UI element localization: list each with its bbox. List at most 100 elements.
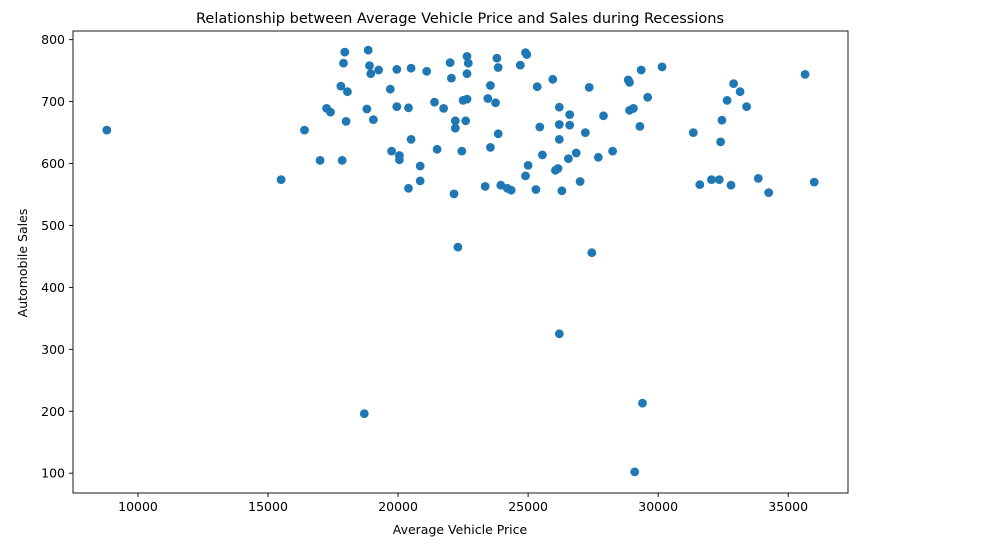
data-point-53 (492, 53, 502, 63)
data-point-74 (554, 120, 564, 129)
plot-area-frame (72, 30, 849, 494)
data-point-81 (580, 128, 590, 138)
data-point-10 (341, 117, 351, 126)
data-point-108 (753, 174, 763, 183)
data-point-27 (406, 135, 416, 144)
y-tick-label: 600 (41, 156, 65, 171)
x-tick-label: 30000 (638, 499, 678, 514)
data-point-54 (493, 63, 503, 72)
data-point-2 (300, 125, 309, 135)
data-point-70 (553, 164, 563, 173)
data-point-78 (565, 120, 575, 130)
data-point-52 (491, 98, 500, 108)
data-point-63 (523, 161, 533, 170)
data-point-76 (564, 154, 573, 164)
data-point-37 (449, 189, 459, 199)
data-point-85 (599, 111, 608, 121)
data-point-58 (506, 185, 516, 195)
data-point-91 (630, 467, 640, 477)
data-point-33 (432, 144, 442, 154)
x-tick-label: 15000 (248, 499, 288, 514)
y-tick-label: 300 (41, 342, 65, 357)
data-point-15 (365, 61, 374, 71)
x-tick-label: 10000 (118, 499, 158, 514)
data-point-79 (571, 148, 581, 158)
data-point-59 (515, 60, 525, 70)
data-point-1 (276, 175, 286, 185)
data-point-55 (493, 129, 503, 139)
data-point-66 (535, 122, 545, 132)
data-point-90 (629, 104, 638, 113)
data-point-7 (337, 156, 347, 165)
data-point-104 (726, 180, 736, 190)
data-point-92 (635, 122, 645, 131)
data-point-16 (366, 69, 376, 79)
y-axis-ticks: 100 200 300 400 500 600 700 800 (41, 32, 73, 481)
data-point-26 (404, 103, 413, 113)
data-point-17 (369, 115, 378, 124)
data-point-49 (483, 94, 493, 103)
data-point-48 (480, 182, 490, 191)
y-tick-label: 400 (41, 280, 65, 295)
data-point-110 (800, 70, 810, 79)
data-point-77 (565, 110, 575, 119)
data-point-101 (716, 137, 725, 147)
x-tick-label: 35000 (768, 499, 808, 514)
data-point-95 (643, 92, 653, 102)
data-point-30 (415, 161, 425, 171)
data-point-11 (343, 87, 352, 97)
data-point-64 (531, 185, 541, 194)
data-point-44 (462, 94, 472, 104)
data-point-67 (538, 150, 547, 160)
data-point-83 (587, 248, 597, 258)
y-tick-label: 500 (41, 218, 65, 233)
y-tick-label: 100 (41, 466, 65, 481)
data-point-43 (461, 116, 471, 126)
data-point-73 (554, 135, 564, 144)
data-point-72 (554, 102, 564, 112)
data-point-62 (522, 50, 532, 59)
data-point-5 (326, 107, 335, 117)
x-axis-label: Average Vehicle Price (393, 522, 528, 537)
data-point-75 (557, 186, 567, 196)
data-point-34 (439, 104, 448, 113)
y-tick-label: 800 (41, 32, 65, 47)
data-point-25 (404, 183, 413, 193)
data-point-40 (453, 242, 463, 252)
data-point-29 (415, 176, 425, 186)
data-point-3 (315, 156, 325, 165)
data-point-6 (336, 81, 346, 91)
data-point-86 (608, 146, 617, 156)
data-point-98 (695, 180, 705, 190)
data-point-14 (363, 45, 373, 55)
data-point-100 (714, 175, 724, 185)
data-point-50 (486, 81, 495, 90)
data-point-0 (102, 125, 112, 135)
data-point-32 (430, 97, 439, 107)
data-point-96 (657, 62, 667, 72)
data-point-19 (385, 84, 395, 94)
data-point-47 (463, 58, 473, 68)
data-point-41 (457, 146, 467, 156)
data-point-39 (450, 123, 460, 133)
data-point-38 (450, 116, 460, 126)
y-tick-label: 200 (41, 404, 65, 419)
chart-title: Relationship between Average Vehicle Pri… (196, 11, 724, 27)
data-point-45 (462, 52, 472, 61)
data-point-103 (722, 96, 732, 105)
y-axis-label: Automobile Sales (15, 209, 30, 318)
data-point-94 (638, 398, 647, 408)
data-point-46 (462, 69, 472, 79)
data-point-35 (445, 58, 455, 67)
data-point-109 (764, 188, 774, 198)
data-point-88 (625, 78, 634, 87)
x-tick-label: 20000 (378, 499, 418, 514)
data-point-31 (422, 66, 432, 76)
data-point-111 (809, 177, 819, 187)
data-point-71 (554, 329, 564, 339)
data-point-99 (707, 175, 716, 185)
data-point-22 (392, 65, 402, 74)
data-points (102, 45, 819, 477)
data-point-21 (392, 102, 402, 111)
